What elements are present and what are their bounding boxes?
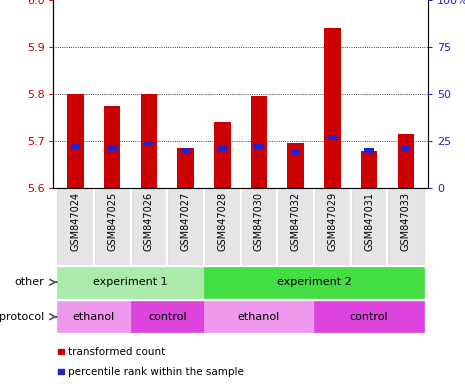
Bar: [167, 188, 204, 265]
Bar: [71, 144, 80, 149]
Text: protocol: protocol: [0, 312, 44, 322]
Bar: [57, 301, 131, 332]
Bar: [324, 28, 341, 188]
Bar: [291, 150, 300, 155]
Bar: [107, 146, 117, 151]
Bar: [177, 148, 194, 188]
Bar: [204, 301, 314, 332]
Bar: [204, 267, 424, 298]
Bar: [398, 134, 414, 188]
Text: GSM847030: GSM847030: [254, 192, 264, 251]
Text: GSM847024: GSM847024: [71, 192, 80, 251]
Bar: [57, 188, 94, 265]
Bar: [277, 188, 314, 265]
Bar: [314, 188, 351, 265]
Text: GSM847029: GSM847029: [327, 192, 338, 251]
Bar: [218, 146, 227, 151]
Text: experiment 2: experiment 2: [277, 277, 352, 287]
Bar: [351, 188, 387, 265]
Text: GSM847032: GSM847032: [291, 192, 301, 251]
Text: ethanol: ethanol: [73, 312, 115, 322]
Bar: [287, 144, 304, 188]
Bar: [181, 148, 190, 153]
Bar: [214, 122, 231, 188]
Text: GSM847031: GSM847031: [364, 192, 374, 251]
Bar: [57, 267, 204, 298]
Bar: [140, 94, 157, 188]
Text: ethanol: ethanol: [238, 312, 280, 322]
Text: percentile rank within the sample: percentile rank within the sample: [68, 366, 244, 377]
Bar: [67, 94, 84, 188]
Bar: [365, 148, 374, 153]
Text: GSM847025: GSM847025: [107, 192, 117, 251]
Bar: [328, 135, 337, 140]
Text: control: control: [350, 312, 388, 322]
Bar: [104, 106, 120, 188]
Text: control: control: [148, 312, 186, 322]
Bar: [94, 188, 131, 265]
Bar: [204, 188, 241, 265]
Bar: [144, 141, 153, 146]
Bar: [241, 188, 277, 265]
Bar: [131, 301, 204, 332]
Bar: [361, 151, 377, 188]
Text: transformed count: transformed count: [68, 346, 166, 357]
Bar: [251, 96, 267, 188]
Bar: [254, 144, 264, 149]
Bar: [131, 188, 167, 265]
Text: GSM847028: GSM847028: [217, 192, 227, 251]
Bar: [401, 146, 411, 151]
Text: GSM847033: GSM847033: [401, 192, 411, 251]
Text: GSM847026: GSM847026: [144, 192, 154, 251]
Text: GSM847027: GSM847027: [180, 192, 191, 251]
Text: other: other: [14, 277, 44, 287]
Bar: [387, 188, 424, 265]
Text: experiment 1: experiment 1: [93, 277, 168, 287]
Bar: [314, 301, 424, 332]
